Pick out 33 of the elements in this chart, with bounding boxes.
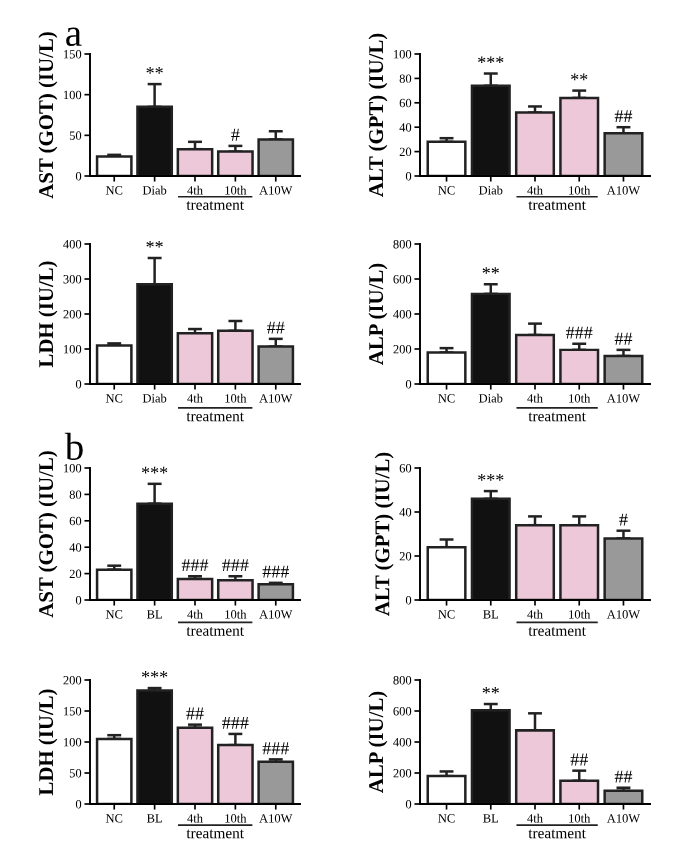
annotation: ### [566, 326, 593, 339]
annotation: # [231, 128, 240, 141]
y-axis-title: ALP (IU/L) [368, 691, 388, 794]
annotation: ** [482, 267, 499, 274]
annotation: ### [181, 559, 209, 572]
annotation: ### [262, 565, 289, 578]
annotation: *** [478, 56, 504, 64]
annotation: # [619, 513, 628, 526]
y-axis-title: LDH (IU/L) [38, 261, 58, 368]
annotation: ## [186, 707, 204, 720]
y-axis-title: AST (GOT) (IU/L) [38, 451, 58, 618]
annotation: ## [267, 321, 285, 334]
chart-title: b [64, 432, 83, 461]
annotation: ### [262, 742, 289, 755]
annotation: ### [222, 559, 249, 572]
annotation: ** [146, 240, 163, 248]
annotation: ** [482, 686, 499, 694]
annotation: *** [141, 466, 168, 474]
annotation: ## [614, 770, 633, 783]
annotation: ## [614, 332, 633, 345]
annotation: ** [146, 67, 163, 74]
annotation: ## [570, 753, 588, 766]
annotation: ## [614, 110, 633, 122]
annotation: ** [571, 73, 588, 81]
annotation: *** [478, 474, 504, 481]
y-axis-title: ALT (GPT) (IU/L) [368, 33, 388, 197]
y-axis-title: ALT (GPT) (IU/L) [374, 452, 394, 616]
y-axis-title: AST (GOT) (IU/L) [38, 32, 58, 199]
y-axis-title: ALP (IU/L) [368, 263, 388, 366]
y-axis-title: LDH (IU/L) [38, 689, 58, 796]
chart-title: a [66, 27, 82, 47]
annotation: *** [141, 671, 168, 678]
annotation: ### [222, 716, 249, 729]
